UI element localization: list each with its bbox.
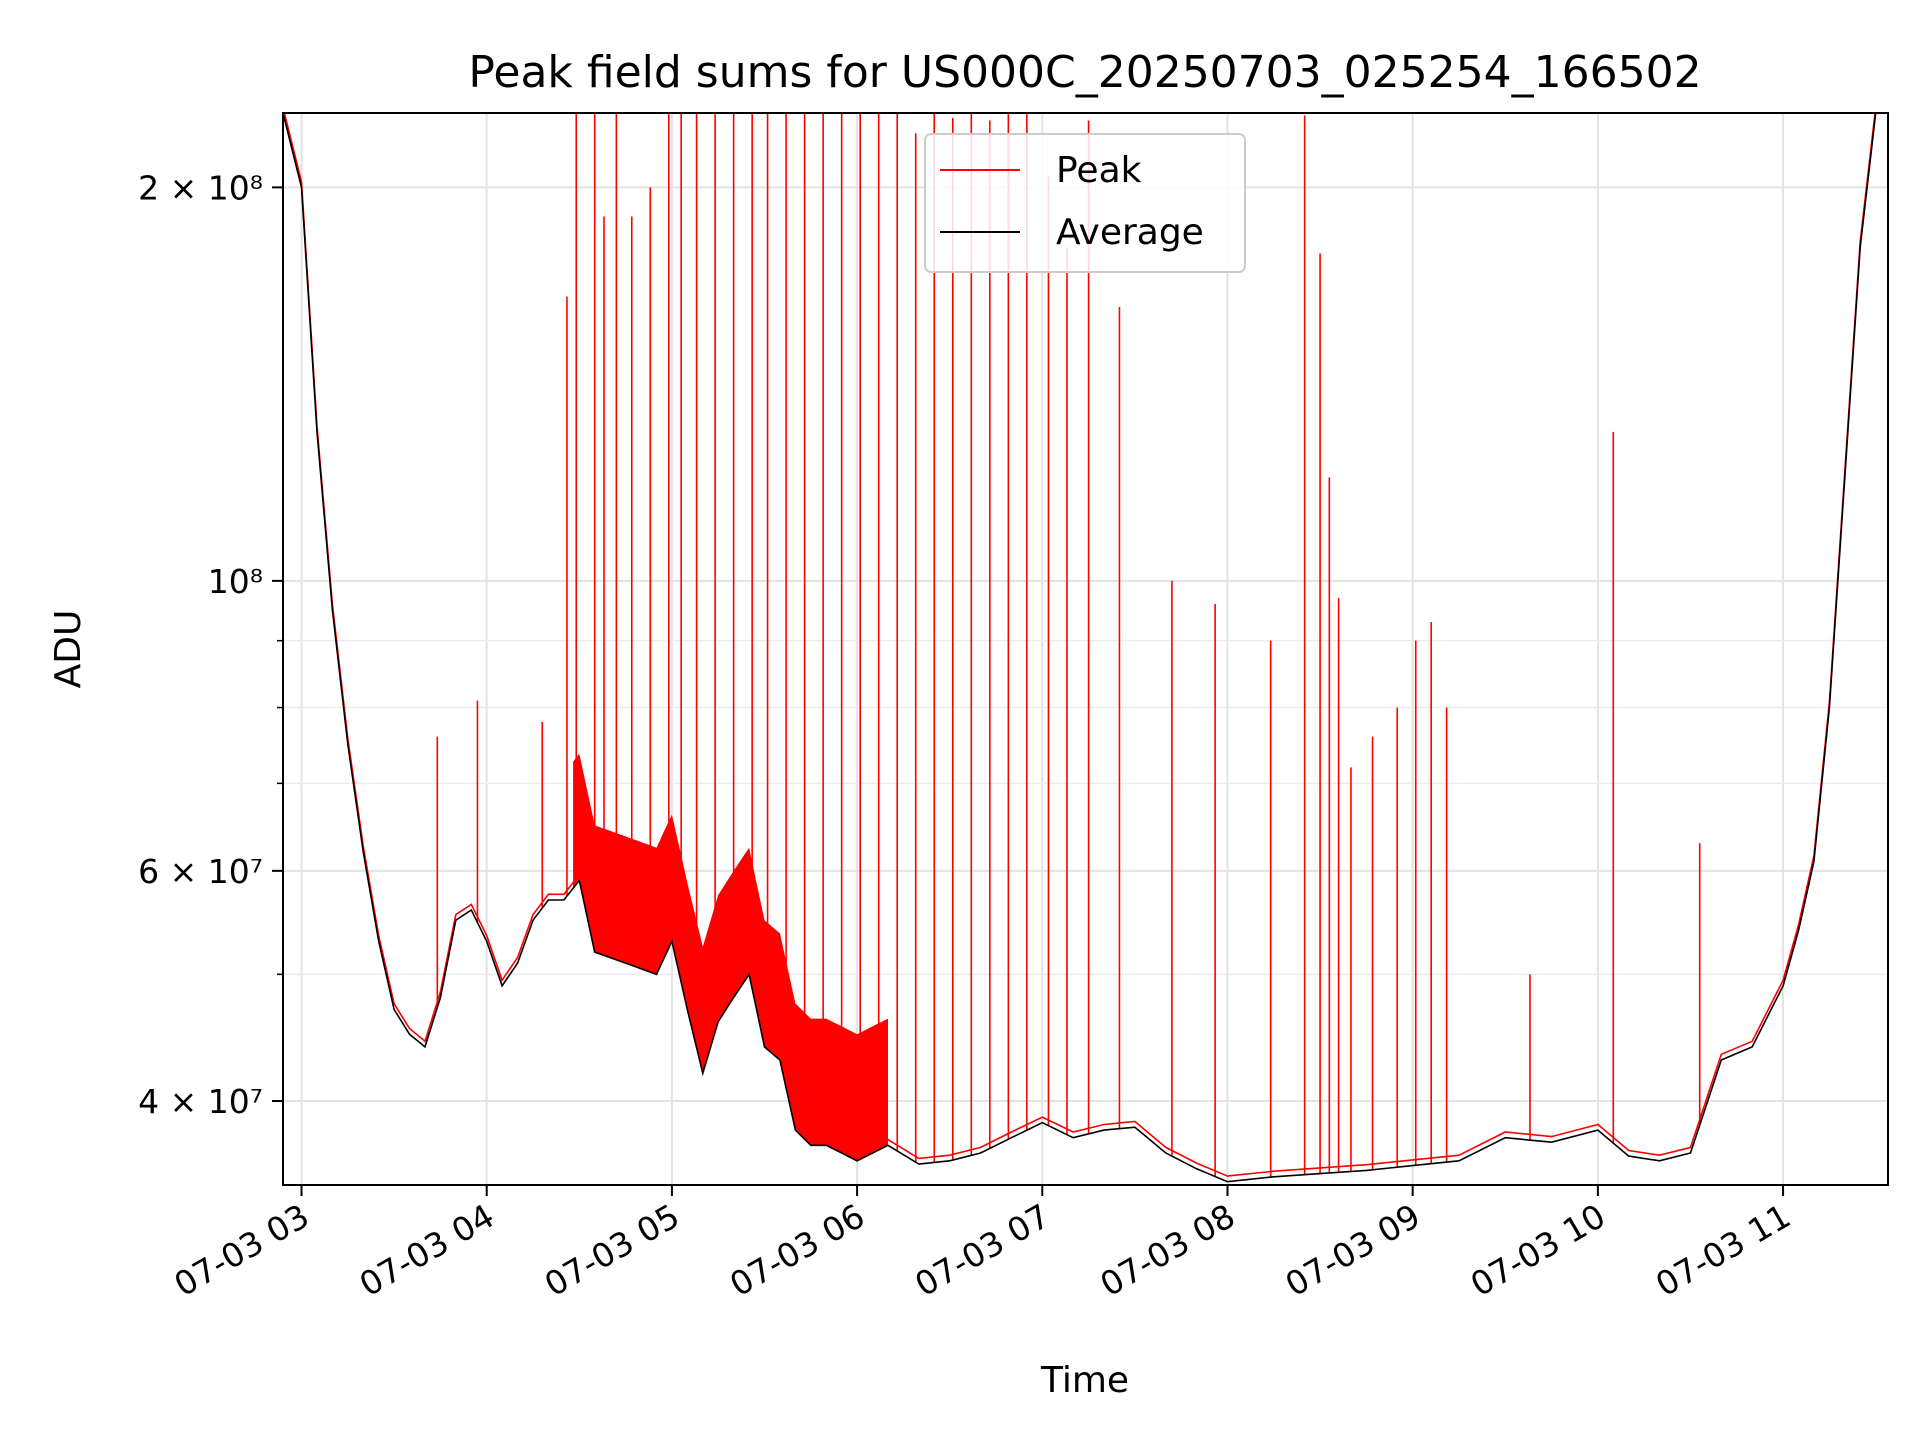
legend-box xyxy=(924,133,1246,273)
y-tick-label: 10⁸ xyxy=(208,562,263,601)
y-tick-label: 6 × 10⁷ xyxy=(138,852,263,891)
y-tick-label: 2 × 10⁸ xyxy=(138,168,263,207)
y-axis: 2 × 10⁸ 10⁸ 6 × 10⁷ 4 × 10⁷ xyxy=(138,168,283,1121)
peak-line xyxy=(283,113,1876,1177)
y-tick-label: 4 × 10⁷ xyxy=(138,1082,263,1121)
legend-label: Average xyxy=(1056,212,1204,253)
legend: Peak Average xyxy=(924,133,1246,273)
plot-area xyxy=(283,113,1877,1183)
legend-label: Peak xyxy=(1056,150,1142,191)
y-axis-label: ADU xyxy=(48,610,89,689)
chart-title: Peak field sums for US000C_20250703_0252… xyxy=(468,47,1701,98)
plot-frame xyxy=(282,112,1889,1186)
peak-envelope xyxy=(573,753,888,1161)
x-axis-label: Time xyxy=(1040,1360,1129,1401)
average-line xyxy=(283,113,1877,1183)
